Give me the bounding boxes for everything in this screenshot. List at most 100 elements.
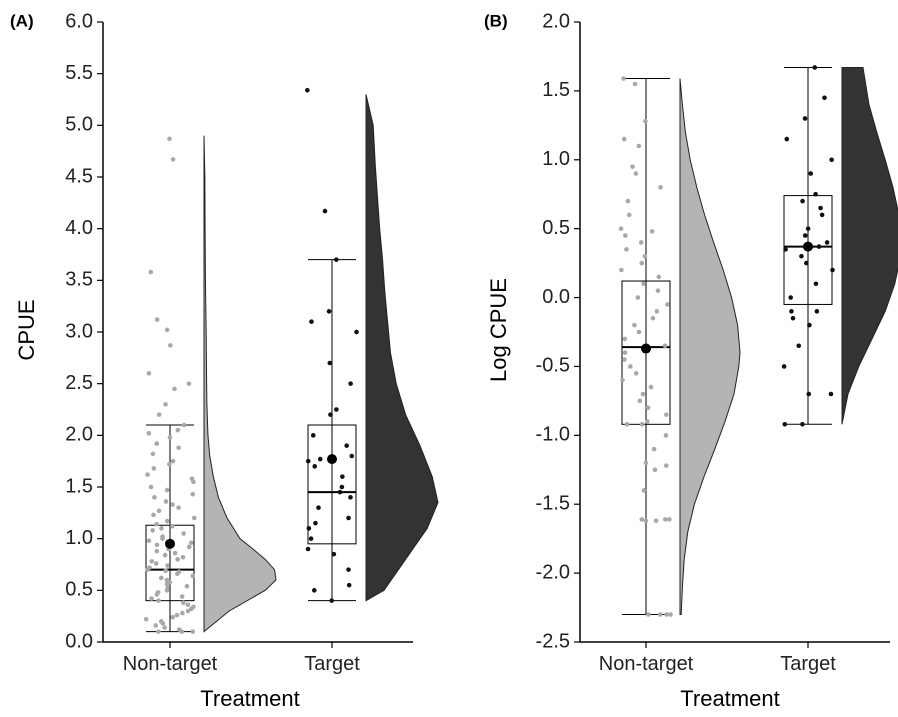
series-non-target: Non-target bbox=[599, 76, 741, 675]
data-point bbox=[645, 419, 650, 424]
data-point bbox=[622, 336, 628, 342]
data-point bbox=[346, 515, 351, 521]
data-point bbox=[331, 551, 337, 557]
mean-point bbox=[327, 454, 337, 465]
data-point bbox=[830, 267, 835, 273]
data-point bbox=[164, 588, 170, 593]
data-point bbox=[804, 260, 809, 266]
data-point bbox=[310, 433, 316, 438]
y-tick-label: -2.5 bbox=[536, 630, 570, 652]
box bbox=[145, 524, 195, 602]
data-point bbox=[309, 319, 314, 324]
data-point bbox=[344, 443, 349, 448]
data-point bbox=[662, 517, 668, 522]
data-point bbox=[181, 422, 187, 428]
data-point bbox=[334, 407, 339, 412]
data-point bbox=[337, 489, 343, 495]
data-point bbox=[191, 479, 196, 485]
y-tick-label: 3.5 bbox=[65, 269, 93, 291]
box bbox=[307, 424, 357, 545]
data-point bbox=[799, 253, 804, 259]
data-point bbox=[637, 398, 643, 404]
data-point bbox=[185, 602, 191, 608]
data-point bbox=[333, 257, 339, 262]
y-tick-label: -1.0 bbox=[536, 424, 570, 446]
data-point bbox=[170, 502, 175, 507]
data-point bbox=[181, 600, 186, 606]
data-point bbox=[638, 240, 644, 245]
y-tick-label: 1.5 bbox=[65, 475, 93, 497]
data-point bbox=[152, 495, 157, 500]
data-point bbox=[339, 484, 345, 490]
y-tick-label: 1.5 bbox=[542, 79, 570, 101]
data-point bbox=[326, 309, 332, 314]
data-point bbox=[175, 571, 180, 577]
data-point bbox=[190, 629, 196, 634]
data-point bbox=[154, 317, 160, 322]
data-point bbox=[635, 295, 641, 300]
data-point bbox=[819, 212, 825, 218]
data-point bbox=[640, 391, 646, 397]
data-point bbox=[654, 309, 660, 314]
data-point bbox=[622, 357, 627, 362]
data-point bbox=[146, 538, 152, 544]
x-axis-title: Treatment bbox=[680, 686, 779, 711]
data-point bbox=[190, 491, 196, 497]
data-point bbox=[658, 612, 663, 617]
data-point bbox=[658, 185, 663, 190]
data-point bbox=[305, 458, 311, 464]
data-point bbox=[154, 441, 160, 446]
data-point bbox=[150, 528, 155, 533]
data-point bbox=[636, 329, 642, 335]
x-tick-label: Target bbox=[304, 653, 360, 675]
panel-label: (A) bbox=[10, 11, 34, 30]
data-point bbox=[151, 512, 156, 518]
data-point bbox=[311, 588, 317, 593]
data-point bbox=[790, 315, 796, 321]
data-point bbox=[180, 554, 186, 560]
x-axis-title: Treatment bbox=[200, 686, 299, 711]
data-point bbox=[154, 542, 160, 548]
data-point bbox=[664, 463, 669, 468]
data-point bbox=[305, 87, 310, 93]
data-point bbox=[664, 412, 669, 417]
data-point bbox=[632, 81, 638, 87]
y-tick-label: 5.5 bbox=[65, 62, 93, 84]
data-point bbox=[179, 629, 185, 634]
data-point bbox=[175, 427, 181, 433]
data-point bbox=[807, 322, 812, 328]
data-point bbox=[312, 464, 318, 469]
data-point bbox=[622, 350, 628, 355]
data-point bbox=[160, 621, 166, 626]
violin bbox=[679, 78, 741, 615]
data-point bbox=[148, 484, 154, 490]
data-point bbox=[784, 136, 790, 142]
data-point bbox=[156, 508, 162, 514]
data-point bbox=[619, 267, 624, 273]
data-point bbox=[623, 233, 628, 238]
data-point bbox=[184, 583, 190, 589]
data-point bbox=[181, 531, 186, 536]
violin bbox=[203, 135, 277, 633]
data-point bbox=[802, 116, 808, 121]
data-point bbox=[796, 343, 802, 349]
data-point bbox=[348, 381, 353, 386]
data-point bbox=[189, 540, 194, 546]
data-point bbox=[167, 435, 173, 440]
y-tick-label: 4.0 bbox=[65, 217, 93, 239]
data-point bbox=[164, 327, 170, 333]
y-tick-label: 2.5 bbox=[65, 372, 93, 394]
data-point bbox=[805, 226, 811, 231]
y-tick-label: -0.5 bbox=[536, 355, 570, 377]
data-point bbox=[305, 546, 311, 552]
series-target: Target bbox=[780, 65, 898, 675]
data-point bbox=[154, 592, 160, 597]
data-point bbox=[655, 288, 661, 293]
data-point bbox=[145, 472, 150, 477]
data-point bbox=[162, 552, 168, 558]
data-point bbox=[346, 582, 352, 588]
data-point bbox=[639, 260, 645, 266]
data-point bbox=[340, 474, 345, 479]
data-point bbox=[317, 456, 323, 462]
data-point bbox=[160, 536, 165, 541]
